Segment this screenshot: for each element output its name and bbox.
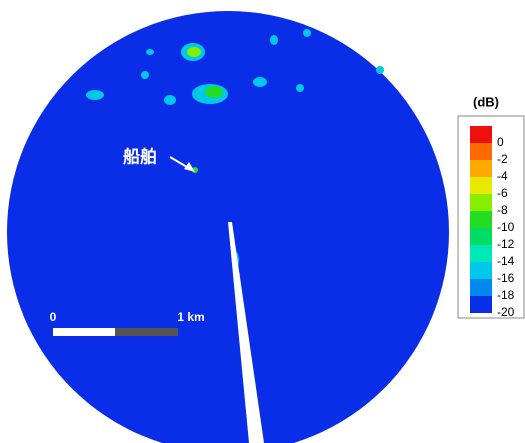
colorbar-label: -2 [497,152,508,166]
radar-figure: 船舶 0 1 km (dB) 0 -2 -4 -6 -8 -10 -12 -14 -16 -18 -… [0,0,525,443]
scale-bar-white [53,328,115,336]
scale-end: 1 km [177,310,204,324]
colorbar-label: -6 [497,186,508,200]
colorbar-label: -12 [497,237,515,251]
colorbar-label: -10 [497,220,515,234]
colorbar-swatch [470,126,492,143]
colorbar-swatch [470,296,492,313]
colorbar-swatch [470,177,492,194]
scale-start: 0 [50,310,57,324]
colorbar-label: -20 [497,305,515,319]
colorbar-swatch [470,228,492,245]
colorbar-swatch [470,279,492,296]
colorbar-label: -16 [497,271,515,285]
colorbar-swatch [470,194,492,211]
colorbar-unit: (dB) [473,94,499,109]
colorbar-label: -8 [497,203,508,217]
colorbar-swatch [470,245,492,262]
radar-image [7,11,449,443]
colorbar-swatch [470,262,492,279]
colorbar-swatch [470,143,492,160]
radar-disk [7,11,449,443]
scale-bar-dark [115,328,178,336]
colorbar-label: -14 [497,254,515,268]
ship-label: 船舶 [123,146,157,166]
colorbar-label: 0 [497,135,504,149]
colorbar-label: -18 [497,288,515,302]
colorbar: 0 -2 -4 -6 -8 -10 -12 -14 -16 -18 -20 [470,126,515,319]
colorbar-label: -4 [497,169,508,183]
colorbar-swatch [470,211,492,228]
colorbar-swatch [470,160,492,177]
